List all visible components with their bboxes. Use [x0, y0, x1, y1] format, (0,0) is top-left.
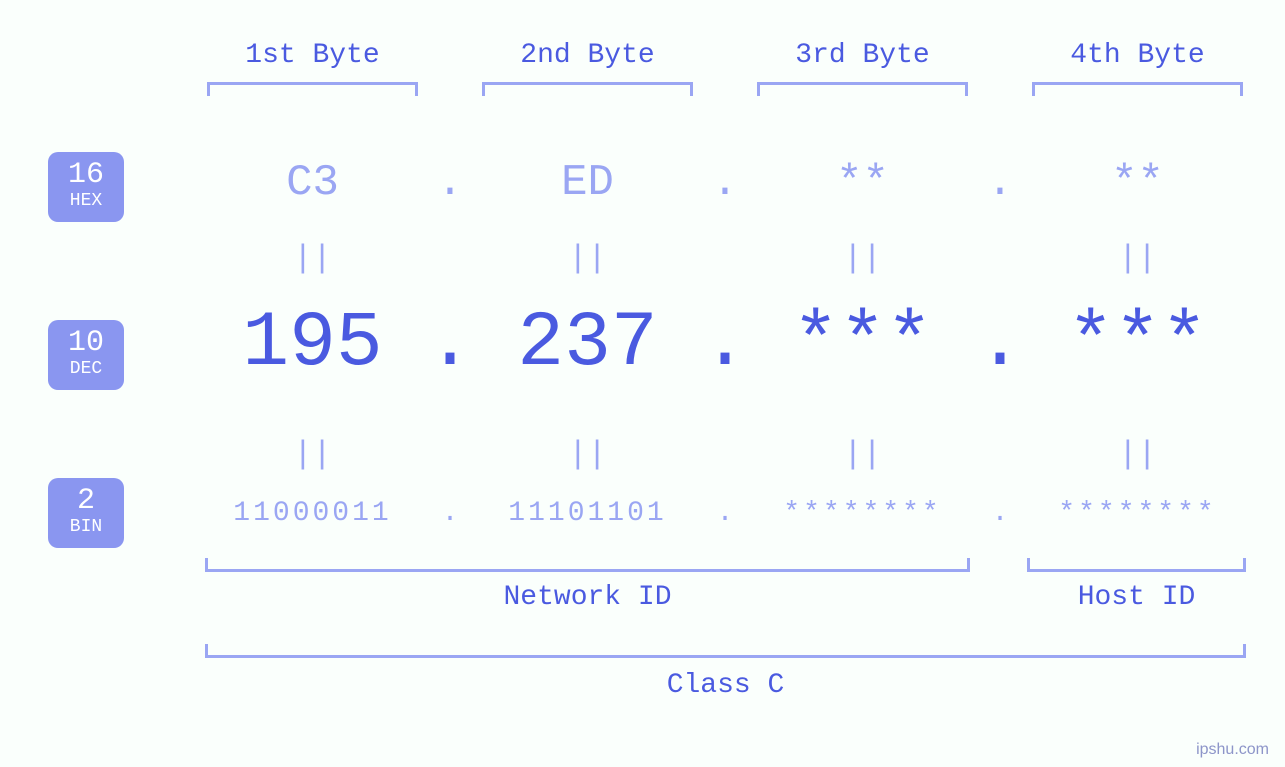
eq-hex-dec-3: || [755, 240, 970, 277]
bin-dot-3: . [972, 498, 1028, 529]
hex-byte-4: ** [1030, 158, 1245, 208]
hex-dot-1: . [422, 158, 478, 208]
badge-dec-num: 10 [48, 328, 124, 358]
eq-hex-dec-1: || [205, 240, 420, 277]
eq-hex-dec-2: || [480, 240, 695, 277]
badge-bin-num: 2 [48, 486, 124, 516]
badge-hex-lbl: HEX [48, 192, 124, 212]
bracket-byte-2 [482, 82, 693, 96]
watermark: ipshu.com [1196, 741, 1269, 759]
label-network-id: Network ID [205, 582, 970, 613]
label-class: Class C [205, 670, 1246, 701]
bracket-host-id [1027, 558, 1246, 572]
bin-byte-1: 11000011 [205, 498, 420, 529]
byte-header-4: 4th Byte [1030, 40, 1245, 71]
eq-hex-dec-4: || [1030, 240, 1245, 277]
bracket-class [205, 644, 1246, 658]
hex-dot-3: . [972, 158, 1028, 208]
bin-dot-1: . [422, 498, 478, 529]
bracket-byte-1 [207, 82, 418, 96]
dec-byte-2: 237 [480, 300, 695, 388]
eq-dec-bin-1: || [205, 436, 420, 473]
bracket-byte-4 [1032, 82, 1243, 96]
badge-bin: 2 BIN [48, 478, 124, 548]
bin-dot-2: . [697, 498, 753, 529]
eq-dec-bin-4: || [1030, 436, 1245, 473]
dec-dot-2: . [687, 300, 763, 388]
hex-byte-3: ** [755, 158, 970, 208]
hex-byte-1: C3 [205, 158, 420, 208]
dec-byte-1: 195 [205, 300, 420, 388]
dec-dot-3: . [962, 300, 1038, 388]
byte-header-1: 1st Byte [205, 40, 420, 71]
bin-byte-4: ******** [1030, 498, 1245, 529]
badge-dec-lbl: DEC [48, 360, 124, 380]
bin-byte-2: 11101101 [480, 498, 695, 529]
hex-byte-2: ED [480, 158, 695, 208]
byte-header-2: 2nd Byte [480, 40, 695, 71]
eq-dec-bin-3: || [755, 436, 970, 473]
badge-hex-num: 16 [48, 160, 124, 190]
badge-hex: 16 HEX [48, 152, 124, 222]
dec-byte-3: *** [755, 300, 970, 388]
dec-dot-1: . [412, 300, 488, 388]
bracket-network-id [205, 558, 970, 572]
byte-header-3: 3rd Byte [755, 40, 970, 71]
bracket-byte-3 [757, 82, 968, 96]
hex-dot-2: . [697, 158, 753, 208]
label-host-id: Host ID [1027, 582, 1246, 613]
badge-bin-lbl: BIN [48, 518, 124, 538]
dec-byte-4: *** [1030, 300, 1245, 388]
bin-byte-3: ******** [755, 498, 970, 529]
badge-dec: 10 DEC [48, 320, 124, 390]
eq-dec-bin-2: || [480, 436, 695, 473]
